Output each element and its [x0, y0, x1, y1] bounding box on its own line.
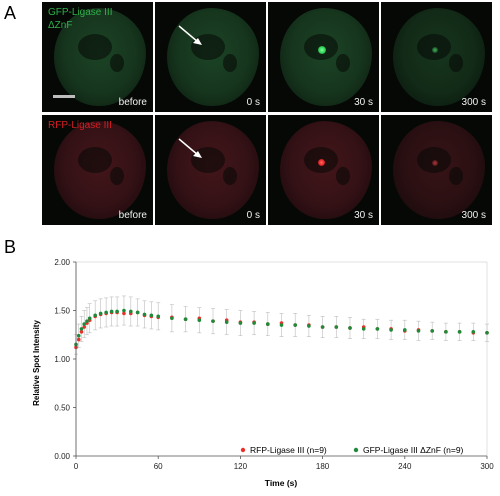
- gfp-data-point: [183, 317, 188, 322]
- gfp-data-point: [485, 331, 489, 335]
- gfp-data-point: [266, 322, 270, 326]
- frame-label: 30 s: [354, 97, 373, 108]
- x-tick-label: 240: [398, 462, 412, 471]
- x-tick-label: 0: [74, 462, 79, 471]
- red-channel-label: RFP-Ligase III: [48, 119, 112, 132]
- gfp-data-point: [293, 323, 298, 327]
- gfp-data-point: [375, 327, 380, 331]
- laser-arrow-icon: [178, 138, 202, 158]
- micrograph-green-before: GFP-Ligase III ΔZnF before: [42, 2, 153, 112]
- frame-label: 0 s: [246, 210, 260, 221]
- gfp-data-point: [471, 330, 476, 334]
- recruitment-kinetics-chart: 0.00 0.50 1.00 1.50 2.00 0 60 120 180 240 300 Rela…: [32, 258, 494, 488]
- micrograph-green-0s: 0 s: [155, 2, 266, 112]
- y-tick-label: 0.00: [54, 452, 70, 461]
- gfp-data-point: [98, 311, 103, 316]
- gfp-data-point: [252, 321, 256, 325]
- gfp-data-point: [307, 324, 311, 328]
- scale-bar: [53, 95, 75, 98]
- frame-label: 300 s: [461, 210, 486, 221]
- plot-frame: [75, 261, 488, 457]
- gfp-data-point: [430, 329, 435, 333]
- gfp-data-point: [348, 326, 352, 330]
- legend-marker-rfp: [240, 447, 246, 453]
- gfp-data-point: [149, 313, 154, 318]
- gfp-data-point: [156, 314, 160, 319]
- gfp-data-point: [129, 309, 133, 314]
- damage-spot: [318, 159, 325, 166]
- gfp-data-point: [403, 328, 407, 332]
- frame-label: before: [118, 97, 147, 108]
- axes: 0.00 0.50 1.00 1.50 2.00 0 60 120 180 240 300: [54, 258, 494, 471]
- gfp-data-point: [76, 333, 81, 338]
- gfp-data-point: [224, 320, 229, 324]
- rfp-data-point: [122, 311, 126, 316]
- gfp-data-point: [444, 330, 448, 334]
- micrograph-red-30s: 30 s: [268, 115, 379, 225]
- damage-spot: [432, 160, 438, 166]
- legend-marker-gfp: [353, 447, 359, 453]
- green-label-line1: GFP-Ligase III: [48, 7, 113, 18]
- damage-spot: [432, 47, 438, 53]
- green-label-line2: ΔZnF: [48, 20, 73, 31]
- x-tick-label: 180: [316, 462, 330, 471]
- data-points: [74, 308, 489, 350]
- gfp-data-point: [389, 328, 393, 332]
- gfp-data-point: [279, 323, 284, 327]
- gfp-data-point: [142, 312, 147, 317]
- gfp-data-point: [320, 325, 325, 329]
- gfp-data-point: [93, 313, 97, 318]
- y-tick-label: 2.00: [54, 258, 70, 267]
- x-tick-label: 120: [234, 462, 248, 471]
- gfp-data-point: [85, 319, 89, 323]
- legend-label-gfp: GFP-Ligase III ΔZnF (n=9): [363, 445, 464, 455]
- y-axis-label: Relative Spot Intensity: [32, 320, 41, 406]
- frame-label: 30 s: [354, 210, 373, 221]
- gfp-data-point: [334, 325, 339, 329]
- panel-a-letter: A: [4, 3, 17, 23]
- micrograph-red-300s: 300 s: [381, 115, 492, 225]
- gfp-data-point: [79, 327, 84, 331]
- gfp-data-point: [170, 316, 174, 321]
- gfp-data-point: [416, 329, 421, 333]
- frame-label: 300 s: [461, 97, 486, 108]
- frame-label: 0 s: [246, 97, 260, 108]
- rfp-data-point: [79, 330, 84, 334]
- y-tick-label: 1.00: [54, 355, 70, 364]
- grid-layer: [75, 261, 488, 457]
- gfp-data-point: [104, 310, 108, 315]
- green-channel-label: GFP-Ligase III ΔZnF: [48, 6, 112, 32]
- rfp-data-point: [76, 337, 81, 342]
- gfp-data-point: [122, 308, 126, 313]
- gfp-data-point: [457, 330, 462, 334]
- gfp-data-point: [211, 319, 215, 323]
- panel-b-letter: B: [4, 237, 17, 257]
- micrograph-green-30s: 30 s: [268, 2, 379, 112]
- rfp-data-point: [82, 325, 87, 329]
- x-tick-label: 60: [154, 462, 163, 471]
- laser-arrow-icon: [178, 25, 202, 45]
- micrograph-red-before: RFP-Ligase III before: [42, 115, 153, 225]
- damage-spot: [318, 46, 326, 54]
- micrograph-red-0s: 0 s: [155, 115, 266, 225]
- frame-label: before: [118, 210, 147, 221]
- legend-label-rfp: RFP-Ligase III (n=9): [250, 445, 327, 455]
- gfp-data-point: [109, 309, 114, 314]
- gfp-data-point: [115, 309, 119, 314]
- gfp-data-point: [82, 322, 87, 326]
- y-tick-label: 1.50: [54, 307, 70, 316]
- gfp-data-point: [238, 321, 243, 325]
- micrograph-green-300s: 300 s: [381, 2, 492, 112]
- y-tick-label: 0.50: [54, 404, 70, 413]
- x-tick-label: 300: [480, 462, 494, 471]
- red-label-line1: RFP-Ligase III: [48, 120, 112, 131]
- chart-legend: RFP-Ligase III (n=9) GFP-Ligase III ΔZnF…: [240, 445, 464, 455]
- gfp-data-point: [135, 310, 140, 315]
- x-axis-label: Time (s): [265, 478, 298, 488]
- gfp-data-point: [361, 327, 366, 331]
- gfp-data-point: [87, 316, 92, 321]
- gfp-data-point: [197, 318, 202, 322]
